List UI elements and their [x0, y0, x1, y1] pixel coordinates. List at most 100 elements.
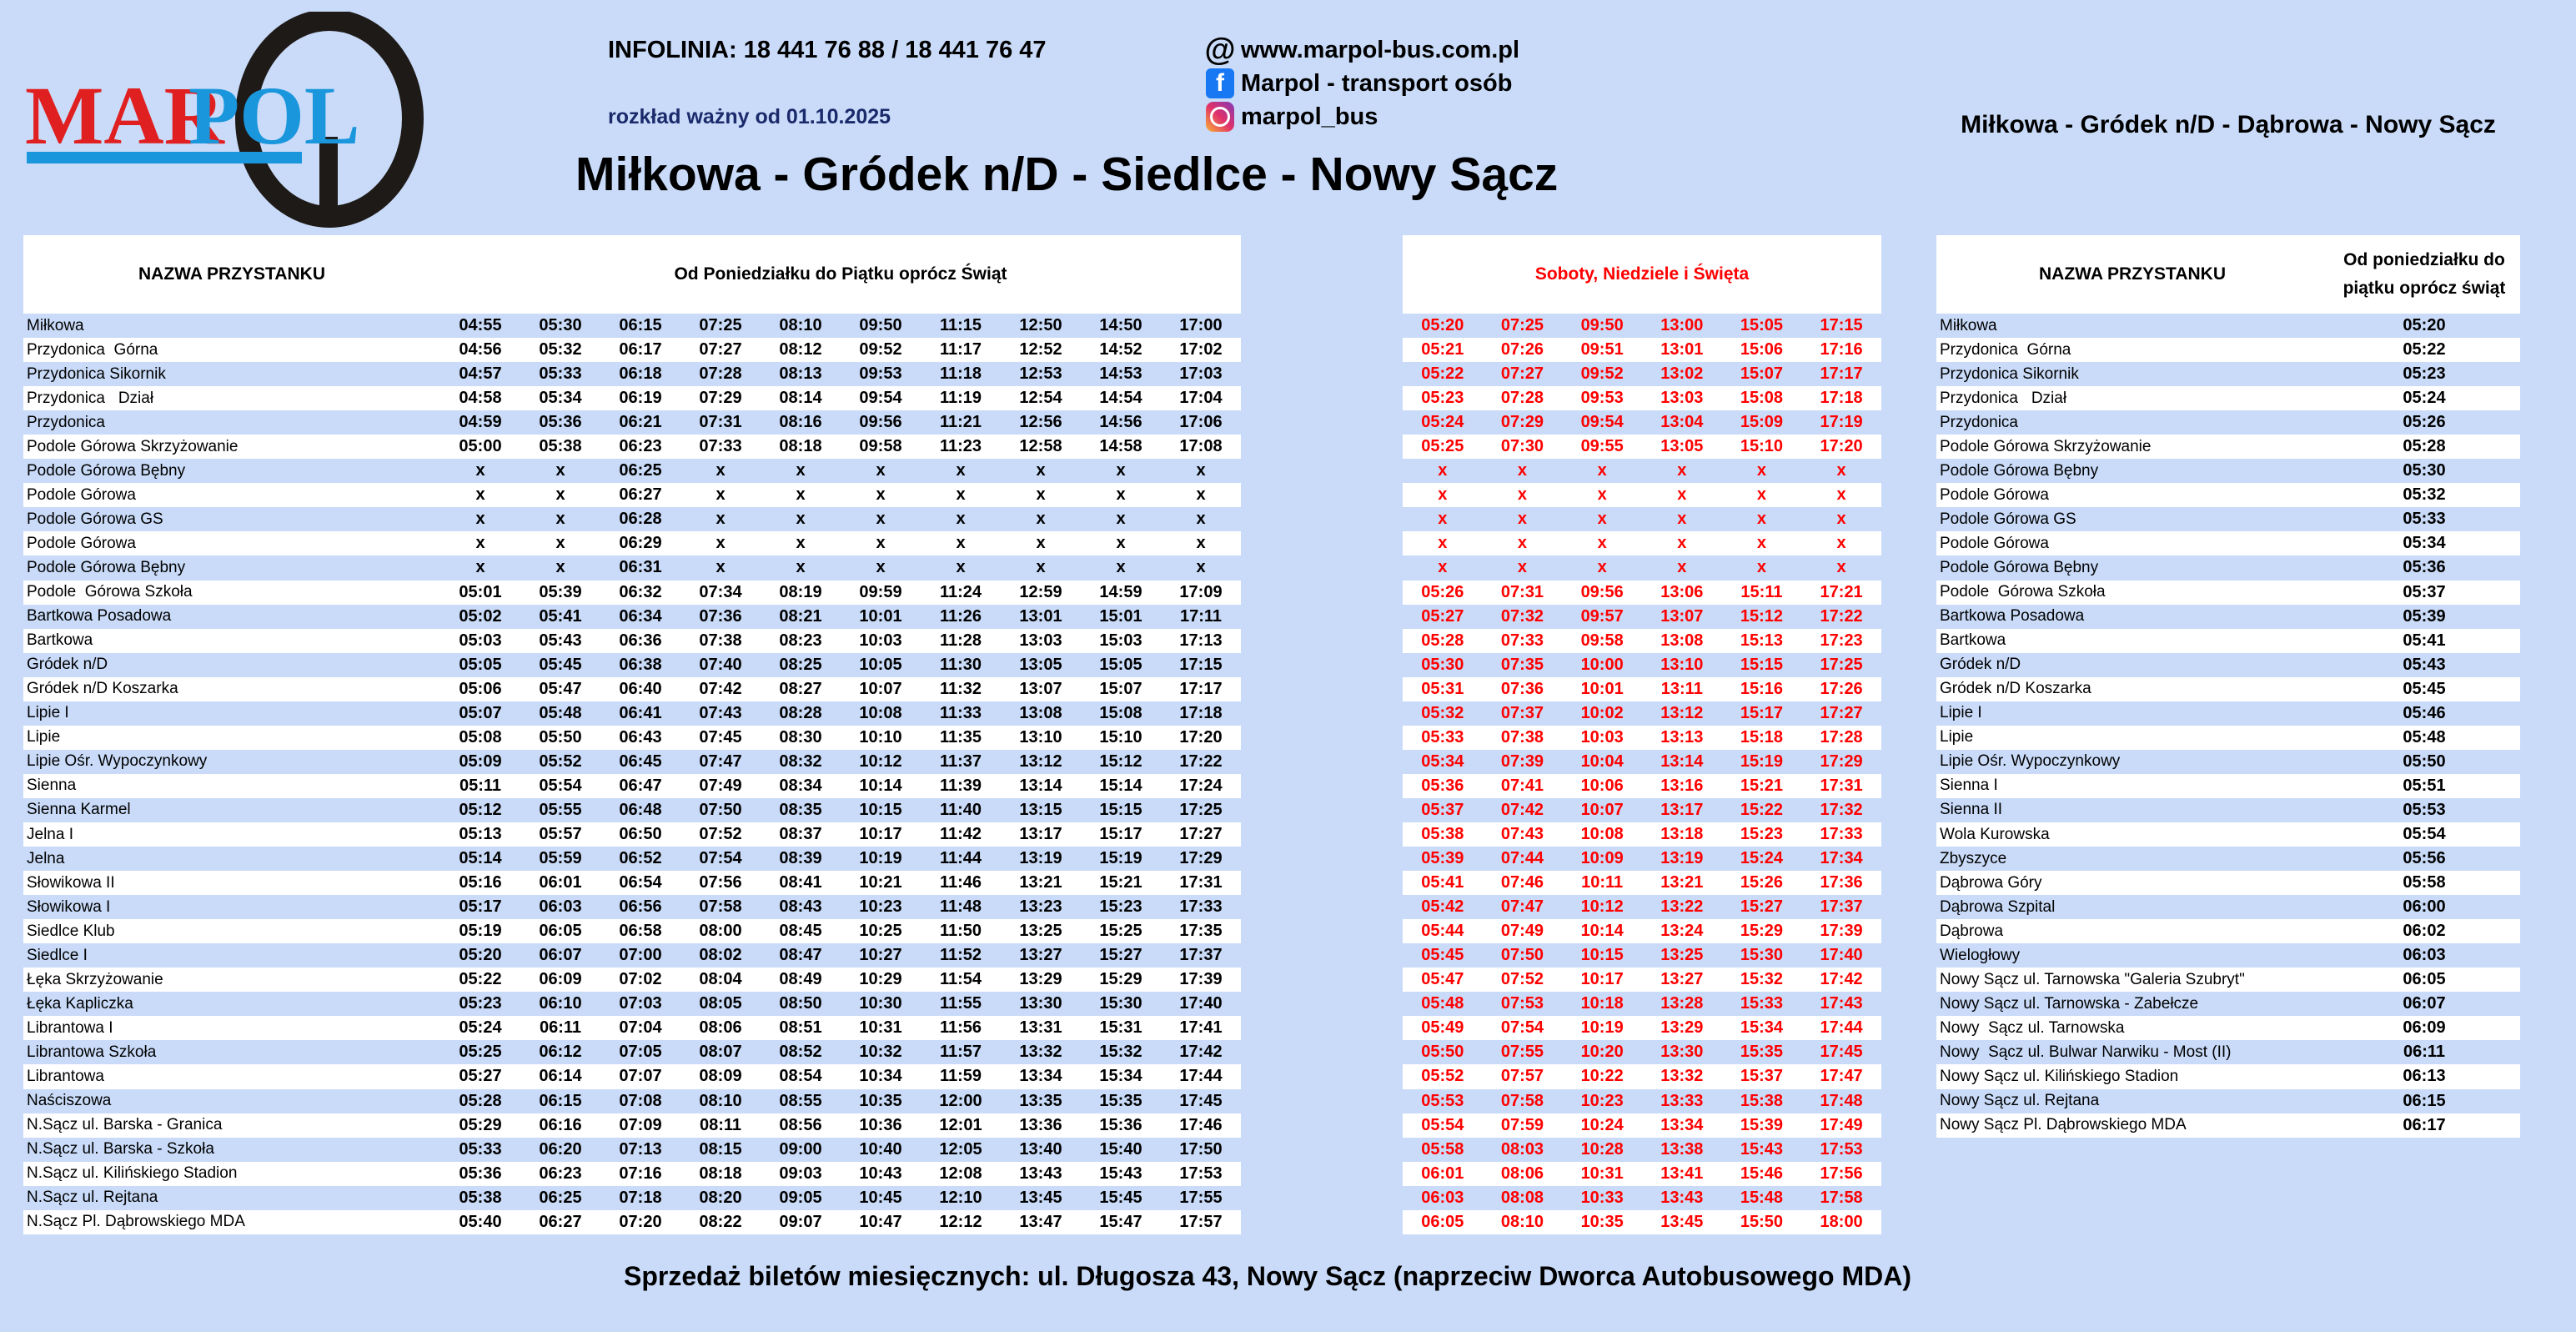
website-link[interactable]: @ www.marpol-bus.com.pl — [1204, 33, 1520, 68]
departure-time: 06:47 — [619, 776, 662, 795]
departure-time: 17:50 — [1179, 1139, 1223, 1159]
departure-time: 17:23 — [1820, 631, 1863, 650]
departure-time: 06:43 — [619, 727, 662, 746]
departure-time: 17:13 — [1179, 631, 1223, 650]
stop-name: Lipie I — [1940, 704, 1982, 722]
departure-time: 13:01 — [1019, 606, 1062, 626]
departure-time: x — [876, 485, 886, 505]
departure-time: x — [1517, 534, 1528, 553]
departure-time: 17:34 — [1820, 849, 1863, 868]
departure-time: 10:14 — [859, 776, 902, 795]
departure-time: 13:12 — [1660, 703, 1704, 722]
departure-time: x — [1677, 461, 1687, 480]
departure-time: 05:58 — [2403, 873, 2446, 892]
departure-time: 10:06 — [1580, 776, 1624, 795]
departure-time: 08:11 — [699, 1115, 742, 1134]
stop-name: Przydonica Dział — [1940, 389, 2067, 407]
departure-time: 10:03 — [859, 631, 902, 650]
table-row: 05:47 07:52 10:17 13:27 15:32 17:42 — [1403, 968, 1881, 993]
departure-time: 17:40 — [1179, 994, 1223, 1013]
departure-time: 12:58 — [1019, 437, 1062, 456]
departure-time: 05:31 — [1421, 679, 1464, 698]
table-row: 05:49 07:54 10:19 13:29 15:34 17:44 — [1403, 1016, 1881, 1041]
departure-time: 13:17 — [1660, 800, 1704, 819]
departure-time: 13:24 — [1660, 922, 1704, 941]
departure-time: 09:56 — [1580, 582, 1624, 601]
departure-time: 12:53 — [1019, 364, 1062, 384]
stop-name: Podole Górowa — [1940, 485, 2049, 504]
stop-name: Lipie Ośr. Wypoczynkowy — [1940, 752, 2121, 771]
departure-time: 05:47 — [1421, 970, 1464, 989]
departure-time: x — [1597, 485, 1607, 505]
departure-time: 10:17 — [1580, 970, 1624, 989]
departure-time: 13:05 — [1019, 655, 1062, 674]
table-row: 05:21 07:26 09:51 13:01 15:06 17:16 — [1403, 338, 1881, 363]
departure-time: 08:13 — [779, 364, 822, 384]
departure-time: 13:40 — [1019, 1139, 1062, 1159]
instagram-link[interactable]: marpol_bus — [1206, 102, 1378, 132]
departure-time: 08:43 — [779, 897, 822, 917]
stop-name: Łęka Skrzyżowanie — [27, 970, 163, 988]
departure-time: 13:27 — [1660, 970, 1704, 989]
website-text[interactable]: www.marpol-bus.com.pl — [1241, 36, 1520, 63]
table-row: Podole Górowa Bębny 05:30 — [1936, 459, 2520, 484]
departure-time: 13:03 — [1660, 389, 1704, 408]
stop-name: Nowy Sącz ul. Tarnowska — [1940, 1018, 2125, 1037]
departure-time: 07:08 — [619, 1091, 662, 1110]
departure-time: 17:56 — [1820, 1164, 1863, 1183]
departure-time: 17:39 — [1820, 922, 1863, 941]
departure-time: 05:50 — [2403, 751, 2446, 771]
stop-name: Sienna II — [1940, 801, 2002, 819]
departure-time: 17:55 — [1179, 1188, 1223, 1207]
stop-name: Przydonica Sikornik — [1940, 364, 2079, 383]
departure-time: 15:08 — [1740, 389, 1784, 408]
departure-time: 17:42 — [1179, 1043, 1223, 1062]
departure-time: 15:10 — [1099, 727, 1142, 746]
table-row: 05:25 07:30 09:55 13:05 15:10 17:20 — [1403, 435, 1881, 460]
departure-time: 08:18 — [699, 1164, 742, 1183]
departure-time: 13:13 — [1660, 727, 1704, 746]
departure-time: 07:34 — [699, 582, 742, 601]
departure-time: 17:19 — [1820, 413, 1863, 432]
departure-time: 06:03 — [1421, 1188, 1464, 1207]
departure-time: 13:34 — [1660, 1115, 1704, 1134]
departure-time: 15:47 — [1099, 1212, 1142, 1231]
table-row: 05:45 07:50 10:15 13:25 15:30 17:40 — [1403, 943, 1881, 968]
departure-time: 15:39 — [1740, 1115, 1784, 1134]
departure-time: 13:15 — [1019, 800, 1062, 819]
facebook-link[interactable]: f Marpol - transport osób — [1206, 68, 1512, 98]
departure-time: 15:37 — [1740, 1067, 1784, 1086]
table-row: Przydonica Sikornik 04:57 05:33 06:18 07:28 0… — [23, 362, 1241, 387]
facebook-text[interactable]: Marpol - transport osób — [1241, 69, 1513, 97]
departure-time: 09:50 — [859, 316, 902, 335]
departure-time: 11:21 — [939, 413, 982, 432]
departure-time: 07:53 — [1500, 994, 1544, 1013]
departure-time: 05:39 — [539, 582, 582, 601]
stop-name: Podole Górowa Bębny — [27, 558, 186, 576]
page-title: Miłkowa - Gródek n/D - Siedlce - Nowy Są… — [575, 148, 1559, 201]
departure-time: 15:12 — [1740, 606, 1784, 626]
departure-time: 07:38 — [1500, 727, 1544, 746]
departure-time: x — [956, 461, 966, 480]
departure-time: x — [1036, 485, 1046, 505]
departure-time: 06:12 — [539, 1043, 582, 1062]
departure-time: 10:14 — [1580, 922, 1624, 941]
table-row: Podole Górowa Skrzyżowanie 05:00 05:38 06:2… — [23, 435, 1241, 460]
departure-time: 06:40 — [619, 679, 662, 698]
departure-time: 10:31 — [859, 1018, 902, 1038]
stop-name: Przydonica Dział — [27, 389, 154, 407]
departure-time: 05:36 — [539, 413, 582, 432]
departure-time: 15:29 — [1099, 970, 1142, 989]
departure-time: 06:01 — [539, 873, 582, 892]
departure-time: 11:18 — [939, 364, 982, 384]
departure-time: 10:35 — [1580, 1212, 1624, 1231]
weekday-times-header: Od Poniedziałku do Piątku oprócz Świąt — [674, 264, 1007, 284]
departure-time: 14:52 — [1099, 340, 1142, 359]
departure-time: x — [475, 485, 485, 505]
stop-name: Librantowa I — [27, 1018, 113, 1037]
departure-time: 05:33 — [539, 364, 582, 384]
departure-time: 17:53 — [1179, 1164, 1223, 1183]
weekday-timetable: NAZWA PRZYSTANKU Od Poniedziałku do Piąt… — [23, 235, 1241, 1234]
departure-time: 08:22 — [699, 1212, 742, 1231]
instagram-text[interactable]: marpol_bus — [1241, 103, 1378, 130]
